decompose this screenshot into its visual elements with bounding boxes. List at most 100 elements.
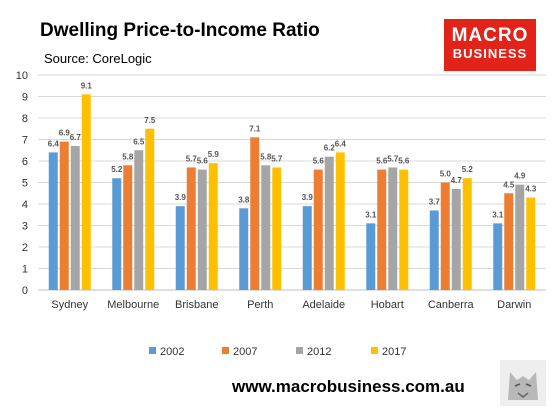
gridlines [38,74,546,291]
data-label: 4.7 [451,176,463,185]
bar-2012-perth [261,165,271,290]
x-category-label: Adelaide [302,299,345,311]
y-tick-label: 4 [22,199,28,211]
data-label: 4.3 [525,185,537,194]
data-label: 3.8 [238,195,250,204]
data-label: 3.1 [365,210,377,219]
bar-2002-adelaide [302,206,312,290]
bar-2017-adelaide [335,152,345,290]
bar-2017-sydney [81,94,91,290]
bar-2002-sydney [48,152,58,290]
bar-2017-melbourne [145,128,155,290]
y-tick-label: 8 [22,113,28,125]
data-label: 5.8 [260,152,272,161]
data-label: 5.6 [376,157,388,166]
data-label: 4.9 [514,172,526,181]
x-category-label: Perth [247,299,273,311]
bar-2012-hobart [388,167,398,290]
bar-2002-canberra [429,210,439,290]
data-label: 5.6 [313,157,325,166]
source-note: Source: CoreLogic [44,51,152,66]
bar-2017-canberra [462,178,472,290]
data-label: 3.9 [175,193,187,202]
bar-2007-perth [250,137,260,290]
bar-2002-melbourne [112,178,122,290]
legend-swatch-2012 [296,347,303,354]
bars [48,94,536,290]
data-label: 5.6 [398,157,410,166]
data-label: 5.0 [440,170,452,179]
bar-2002-darwin [493,223,503,290]
legend-label-2012: 2012 [307,346,331,358]
bar-2012-brisbane [197,169,207,290]
data-labels: 6.46.9 6.79.15.25.86.57.53.95.7 5.65.93.87… [48,81,537,219]
data-label: 5.7 [387,154,399,163]
x-axis: Sydney Melbourne Brisbane Perth Adelaide Hoba… [51,299,531,311]
data-label: 6.4 [335,139,347,148]
y-axis: 0 1 2 3 4 5 6 7 8 9 10 [16,70,28,297]
chart-title: Dwelling Price-to-Income Ratio [40,20,320,41]
logo-line-2: BUSINESS [452,46,528,61]
y-tick-label: 0 [22,285,28,297]
logo-line-1: MACRO [451,25,529,46]
bar-2012-melbourne [134,150,144,290]
data-label: 5.8 [122,152,134,161]
data-label: 6.9 [59,129,71,138]
y-tick-label: 6 [22,156,28,168]
legend-swatch-2017 [371,347,378,354]
bar-2002-hobart [366,223,376,290]
y-tick-label: 1 [22,264,28,276]
legend-swatch-2007 [222,347,229,354]
bar-2007-brisbane [186,167,196,290]
y-tick-label: 5 [22,178,28,190]
x-category-label: Darwin [497,299,531,311]
bar-2012-sydney [70,145,80,290]
wolf-emblem-icon [500,360,546,406]
bar-2007-melbourne [123,165,133,290]
data-label: 9.1 [81,81,93,90]
data-label: 5.2 [462,165,474,174]
data-label: 7.5 [144,116,156,125]
bar-2012-darwin [515,184,525,290]
data-label: 3.9 [302,193,314,202]
data-label: 5.7 [271,154,283,163]
bar-2017-hobart [399,169,409,290]
data-label: 5.7 [186,154,198,163]
bar-2017-brisbane [208,163,218,290]
legend-label-2007: 2007 [233,346,257,358]
bar-2012-canberra [451,188,461,290]
y-tick-label: 7 [22,135,28,147]
data-label: 6.5 [133,137,145,146]
data-label: 5.2 [111,165,123,174]
bar-2002-brisbane [175,206,185,290]
data-label: 5.9 [208,150,220,159]
data-label: 6.4 [48,139,60,148]
macrobusiness-logo: MACRO BUSINESS [444,19,536,71]
legend-label-2002: 2002 [160,346,184,358]
legend: 2002 2007 2012 2017 [149,346,406,358]
data-label: 3.1 [492,210,504,219]
data-label: 5.6 [197,157,209,166]
website-url: www.macrobusiness.com.au [232,377,465,396]
bar-2002-perth [239,208,249,290]
x-category-label: Brisbane [175,299,218,311]
bar-2012-adelaide [324,156,334,290]
y-tick-label: 9 [22,92,28,104]
bar-2007-adelaide [313,169,323,290]
bar-2007-sydney [59,141,69,290]
legend-label-2017: 2017 [382,346,406,358]
bar-2017-darwin [526,197,536,290]
data-label: 6.2 [324,144,336,153]
bar-2007-darwin [504,193,514,290]
data-label: 3.7 [429,197,441,206]
x-category-label: Melbourne [107,299,159,311]
data-label: 4.5 [503,180,515,189]
data-label: 7.1 [249,124,261,133]
bar-2007-hobart [377,169,387,290]
x-category-label: Canberra [428,299,475,311]
y-tick-label: 3 [22,221,28,233]
x-category-label: Hobart [371,299,404,311]
y-tick-label: 10 [16,70,28,82]
bar-2017-perth [272,167,282,290]
